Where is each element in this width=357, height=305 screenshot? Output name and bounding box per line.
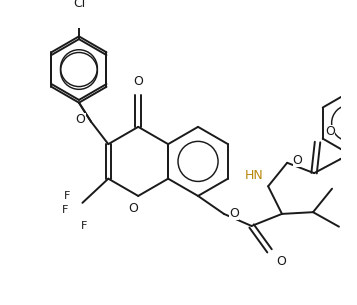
Text: O: O: [128, 202, 138, 215]
Text: Cl: Cl: [73, 0, 85, 10]
Text: F: F: [61, 205, 68, 215]
Text: O: O: [230, 207, 239, 221]
Text: O: O: [76, 113, 86, 126]
Text: O: O: [325, 124, 335, 138]
Text: O: O: [133, 75, 143, 88]
Text: O: O: [276, 255, 286, 268]
Text: F: F: [64, 191, 71, 201]
Text: O: O: [293, 154, 302, 167]
Text: F: F: [81, 221, 87, 231]
Text: HN: HN: [245, 169, 263, 182]
